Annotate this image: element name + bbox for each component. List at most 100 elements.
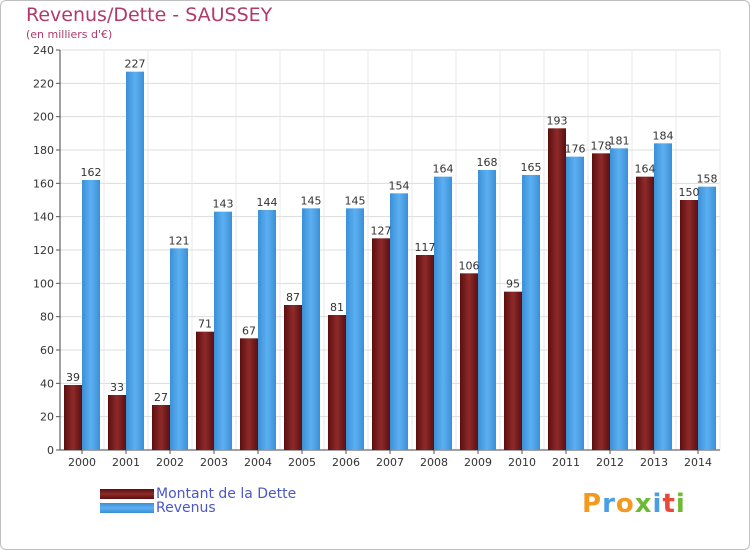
bar-revenus (610, 148, 628, 451)
logo-letter: o (615, 489, 635, 519)
bar-dette (196, 331, 214, 450)
data-label-revenus: 176 (565, 143, 586, 156)
bar-revenus (302, 208, 320, 450)
bar-revenus (82, 180, 100, 450)
bar-dette (328, 315, 346, 450)
bar-revenus (698, 186, 716, 450)
bar-dette (548, 128, 566, 451)
ytick-label: 20 (40, 411, 54, 424)
bar-dette (240, 338, 258, 450)
data-label-dette: 150 (679, 186, 700, 199)
ytick-label: 160 (33, 177, 54, 190)
data-label-revenus: 162 (81, 166, 102, 179)
xtick-label: 2003 (200, 456, 228, 469)
bar-dette (108, 395, 126, 450)
legend-swatch-dette (100, 489, 154, 499)
data-label-revenus: 227 (125, 58, 146, 71)
data-label-revenus: 121 (169, 234, 190, 247)
bar-revenus (522, 175, 540, 450)
ytick-label: 60 (40, 344, 54, 357)
xtick-label: 2007 (376, 456, 404, 469)
bar-revenus (434, 176, 452, 450)
legend-label-revenus: Revenus (156, 500, 216, 516)
data-label-dette: 87 (286, 291, 300, 304)
data-label-revenus: 184 (653, 129, 674, 142)
logo-letter: x (634, 489, 653, 519)
bar-dette (152, 405, 170, 450)
data-label-dette: 71 (198, 318, 212, 331)
data-label-dette: 106 (459, 259, 480, 272)
legend-label-dette: Montant de la Dette (156, 486, 297, 502)
data-label-dette: 127 (371, 224, 392, 237)
xtick-label: 2000 (68, 456, 96, 469)
ytick-label: 180 (33, 144, 54, 157)
ytick-label: 100 (33, 277, 54, 290)
bar-revenus (214, 211, 232, 450)
xtick-label: 2010 (508, 456, 536, 469)
logo-letter: t (662, 489, 676, 519)
xtick-label: 2004 (244, 456, 272, 469)
data-label-revenus: 143 (213, 198, 234, 211)
data-label-revenus: 154 (389, 179, 410, 192)
data-label-revenus: 158 (697, 173, 718, 186)
data-label-dette: 164 (635, 163, 656, 176)
legend-swatch-revenus (100, 503, 154, 513)
xtick-label: 2001 (112, 456, 140, 469)
data-label-dette: 81 (330, 301, 344, 314)
bar-revenus (170, 248, 188, 450)
data-label-revenus: 181 (609, 134, 630, 147)
chart-subtitle: (en milliers d'€) (26, 28, 113, 41)
data-label-revenus: 165 (521, 161, 542, 174)
bar-revenus (126, 71, 144, 451)
xtick-label: 2011 (552, 456, 580, 469)
ytick-label: 240 (33, 44, 54, 57)
data-label-revenus: 145 (301, 194, 322, 207)
xtick-label: 2013 (640, 456, 668, 469)
chart-title: Revenus/Dette - SAUSSEY (26, 4, 273, 26)
data-label-dette: 39 (66, 371, 80, 384)
logo-letter: P (582, 489, 603, 519)
data-label-dette: 117 (415, 241, 436, 254)
bar-revenus (566, 156, 584, 450)
bar-dette (460, 273, 478, 450)
ytick-label: 120 (33, 244, 54, 257)
legend-item-revenus: Revenus (100, 500, 216, 516)
ytick-label: 200 (33, 111, 54, 124)
data-label-dette: 193 (547, 114, 568, 127)
logo-letter: i (675, 489, 686, 519)
xtick-label: 2008 (420, 456, 448, 469)
legend-item-dette: Montant de la Dette (100, 486, 296, 502)
xtick-label: 2006 (332, 456, 360, 469)
xtick-label: 2014 (684, 456, 712, 469)
bar-revenus (654, 143, 672, 451)
proxiti-logo: Proxiti (582, 489, 686, 519)
bar-dette (284, 305, 302, 450)
bar-dette (680, 200, 698, 450)
bars-layer (64, 71, 716, 451)
data-label-dette: 27 (154, 391, 168, 404)
bar-dette (416, 255, 434, 450)
bar-revenus (258, 210, 276, 450)
bar-dette (592, 153, 610, 451)
ytick-label: 0 (47, 444, 54, 457)
data-label-dette: 178 (591, 139, 612, 152)
bar-dette (636, 176, 654, 450)
bar-revenus (390, 193, 408, 451)
ytick-label: 220 (33, 77, 54, 90)
xtick-label: 2009 (464, 456, 492, 469)
ytick-label: 80 (40, 311, 54, 324)
data-label-revenus: 144 (257, 196, 278, 209)
bar-dette (64, 385, 82, 450)
bar-dette (372, 238, 390, 450)
data-label-dette: 95 (506, 278, 520, 291)
bar-revenus (346, 208, 364, 450)
ytick-label: 40 (40, 377, 54, 390)
logo-letter: i (652, 489, 663, 519)
labels-layer: 39 33 27 71 67 87 81 127 117 106 95 193 178 164 150 162… (66, 58, 718, 404)
logo-letter: r (602, 489, 616, 519)
data-label-revenus: 145 (345, 194, 366, 207)
ytick-label: 140 (33, 211, 54, 224)
bar-revenus (478, 170, 496, 450)
xtick-label: 2005 (288, 456, 316, 469)
xtick-label: 2012 (596, 456, 624, 469)
